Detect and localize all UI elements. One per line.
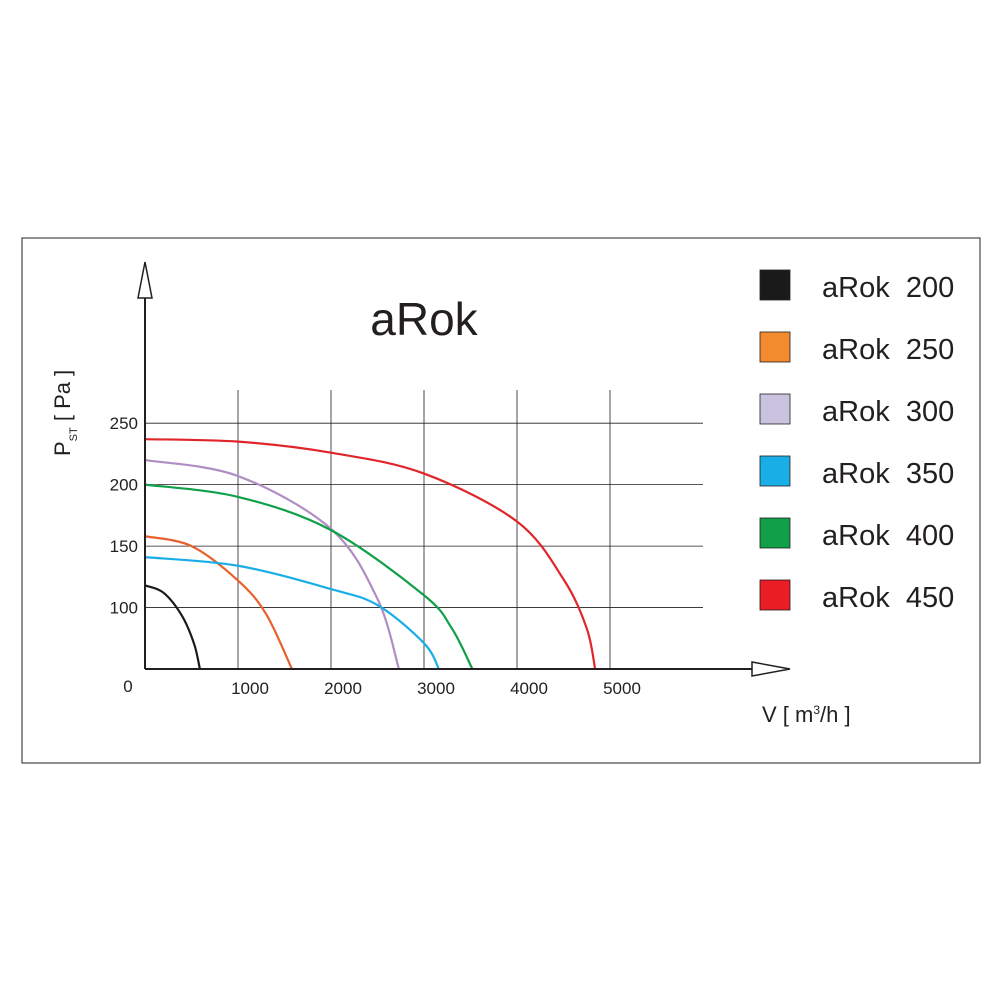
x-axis-arrow xyxy=(751,661,791,677)
y-axis-label: PST [ Pa ] xyxy=(50,370,80,456)
y-label-rest: [ Pa ] xyxy=(50,370,75,427)
x-tick-label: 4000 xyxy=(510,679,548,698)
curve xyxy=(144,584,201,670)
x-label-sup: 3 xyxy=(813,703,820,717)
curve xyxy=(144,535,293,670)
legend-swatch xyxy=(759,579,791,611)
legend-label: aRok 450 xyxy=(822,582,954,614)
legend-swatch xyxy=(759,455,791,487)
x-label-rest: /h ] xyxy=(820,702,851,727)
curve xyxy=(144,556,440,670)
curve xyxy=(144,483,474,670)
legend-swatch xyxy=(759,517,791,549)
y-tick-label: 200 xyxy=(110,476,138,495)
curve xyxy=(144,458,400,670)
legend-swatch xyxy=(759,393,791,425)
legend-label: aRok 250 xyxy=(822,334,954,366)
origin-label: 0 xyxy=(123,677,132,696)
y-tick-label: 100 xyxy=(110,599,138,618)
x-tick-label: 1000 xyxy=(231,679,269,698)
legend-swatch xyxy=(759,331,791,363)
x-tick-label: 2000 xyxy=(324,679,362,698)
curve xyxy=(144,438,597,670)
curves xyxy=(144,438,597,670)
y-tick-label: 150 xyxy=(110,537,138,556)
legend-label: aRok 300 xyxy=(822,396,954,428)
x-tick-label: 3000 xyxy=(417,679,455,698)
y-label-sub: ST xyxy=(68,427,80,441)
y-axis-arrow xyxy=(137,261,153,299)
y-tick-label: 250 xyxy=(110,414,138,433)
legend-label: aRok 350 xyxy=(822,458,954,490)
legend: aRok 200 aRok 250 aRok 300 aRok 350 aRok 400… xyxy=(759,269,954,614)
legend-swatch xyxy=(759,269,791,301)
y-label-main: P xyxy=(50,441,75,456)
grid: 100 150 200 250 1000 2000 3000 4000 5000 xyxy=(110,390,703,698)
x-tick-label: 5000 xyxy=(603,679,641,698)
frame xyxy=(21,237,981,764)
legend-label: aRok 200 xyxy=(822,272,954,304)
x-label-main: V [ m xyxy=(762,702,813,727)
chart-title: aRok xyxy=(370,293,478,345)
legend-label: aRok 400 xyxy=(822,520,954,552)
x-axis-label: V [ m3/h ] xyxy=(762,702,851,727)
